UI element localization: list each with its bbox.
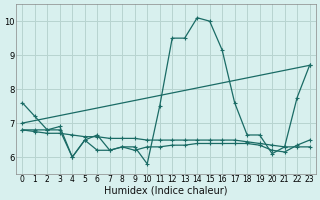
X-axis label: Humidex (Indice chaleur): Humidex (Indice chaleur) <box>104 186 228 196</box>
